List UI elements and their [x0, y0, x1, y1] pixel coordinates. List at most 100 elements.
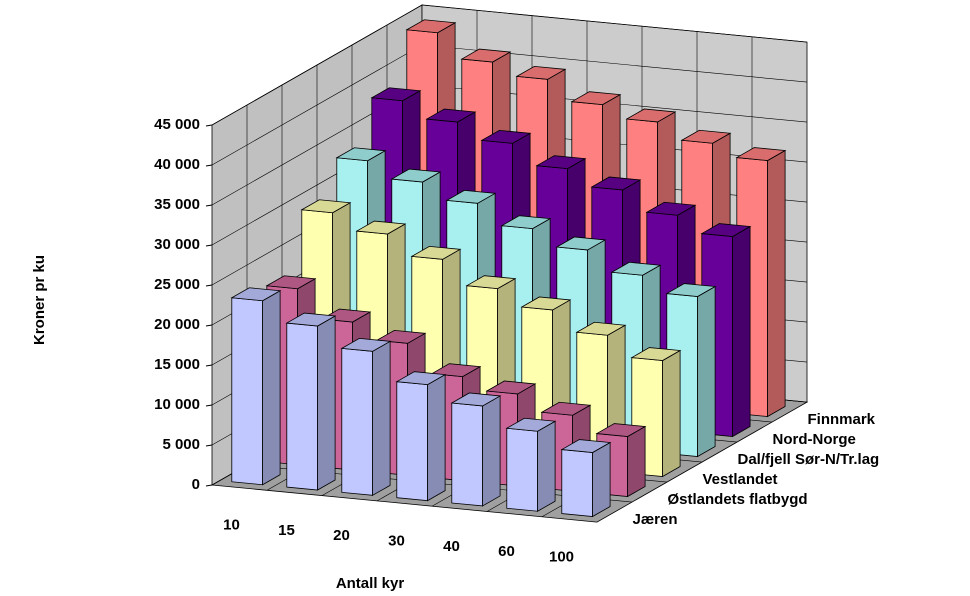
- bar-top: [680, 129, 732, 144]
- bar-front: [396, 381, 429, 502]
- bar: [560, 439, 612, 518]
- bar-top: [450, 392, 502, 407]
- y-tick-label: 15 000: [154, 356, 200, 373]
- x-tick-label: 20: [333, 527, 350, 544]
- bar-top: [265, 275, 317, 290]
- bar-side: [697, 285, 716, 458]
- x-tick-label: 60: [498, 543, 515, 560]
- bar-top: [535, 155, 587, 170]
- y-tick-label: 25 000: [154, 276, 200, 293]
- x-tick-label: 100: [549, 548, 574, 565]
- bar-top: [390, 168, 442, 183]
- y-tick: [205, 404, 213, 407]
- bar-top: [625, 108, 677, 123]
- bar: [520, 296, 572, 467]
- y-tick-label: 30 000: [154, 236, 200, 253]
- x-tick-label: 40: [443, 538, 460, 555]
- bar: [230, 287, 282, 486]
- bar-top: [735, 147, 787, 161]
- y-tick-label: 0: [192, 476, 200, 493]
- bar-top: [645, 201, 697, 216]
- bar-top: [375, 329, 427, 344]
- legend-label: Jæren: [633, 511, 678, 528]
- bar-side: [627, 425, 646, 498]
- y-tick-label: 20 000: [154, 316, 200, 333]
- y-tick: [205, 244, 213, 247]
- y-tick-label: 35 000: [154, 196, 200, 213]
- bar-top: [300, 199, 352, 214]
- y-axis-title: Kroner pr ku: [31, 255, 48, 345]
- bar-top: [410, 245, 462, 260]
- bar-top: [700, 223, 752, 237]
- legend-label: Nord-Norge: [773, 431, 856, 448]
- bar-top: [505, 417, 557, 432]
- bar-top: [665, 283, 717, 297]
- bar-side: [537, 420, 556, 512]
- bar-front: [506, 427, 538, 512]
- bar-side: [317, 315, 336, 491]
- bar-top: [370, 87, 422, 102]
- y-tick-label: 5 000: [162, 436, 200, 453]
- bar-side: [592, 441, 611, 518]
- bar-top: [500, 215, 552, 230]
- bar-top: [395, 371, 447, 386]
- bar-top: [430, 363, 482, 378]
- legend-label: Finnmark: [808, 411, 876, 428]
- bar-top: [595, 423, 647, 437]
- bar-side: [372, 340, 391, 497]
- bar-side: [767, 149, 786, 418]
- bar-side: [427, 373, 446, 502]
- bar-top: [405, 19, 457, 34]
- bar-front: [286, 322, 319, 491]
- y-tick-label: 40 000: [154, 156, 200, 173]
- bar-top: [335, 147, 387, 162]
- bar-front: [231, 297, 264, 486]
- x-tick-label: 15: [278, 522, 295, 539]
- x-tick-label: 30: [388, 533, 405, 550]
- legend-label: Østlandets flatbygd: [668, 491, 808, 508]
- x-axis-title: Antall kyr: [336, 575, 405, 592]
- bar-top: [480, 129, 532, 144]
- y-tick: [205, 204, 213, 207]
- bar: [395, 371, 447, 502]
- bar-top: [340, 337, 392, 352]
- bar-top: [555, 236, 607, 251]
- bar-side: [482, 395, 501, 507]
- y-tick-label: 10 000: [154, 396, 200, 413]
- bar: [285, 312, 337, 491]
- bar-top: [590, 176, 642, 191]
- y-tick: [205, 364, 213, 367]
- y-tick: [205, 444, 213, 447]
- bar-front: [451, 402, 484, 507]
- y-tick: [205, 324, 213, 327]
- bar-top: [610, 261, 662, 276]
- bar-top: [445, 189, 497, 204]
- bar-top: [560, 439, 612, 453]
- bar-side: [662, 349, 681, 478]
- bar-side: [262, 290, 281, 486]
- bar-top: [540, 401, 592, 416]
- bar-top: [630, 347, 682, 361]
- bar-top: [465, 275, 517, 290]
- y-tick: [205, 284, 213, 287]
- bar: [450, 392, 502, 507]
- bar-top: [575, 321, 627, 336]
- bar-top: [515, 65, 567, 80]
- bar: [340, 337, 392, 497]
- x-tick-label: 10: [223, 517, 240, 534]
- bar-top: [485, 380, 537, 395]
- bar-front: [341, 347, 374, 496]
- bar-top: [570, 91, 622, 106]
- bar: [505, 417, 557, 512]
- grid-line: [211, 4, 808, 126]
- bar-front: [561, 449, 593, 517]
- y-tick: [205, 164, 213, 167]
- legend-label: Vestlandet: [703, 471, 778, 488]
- bar-top: [460, 48, 512, 63]
- legend-label: Dal/fjell Sør-N/Tr.lag: [738, 451, 880, 468]
- bar-top: [425, 108, 477, 123]
- bar-top: [230, 287, 282, 302]
- bar-top: [285, 312, 337, 327]
- y-tick-label: 45 000: [154, 116, 200, 133]
